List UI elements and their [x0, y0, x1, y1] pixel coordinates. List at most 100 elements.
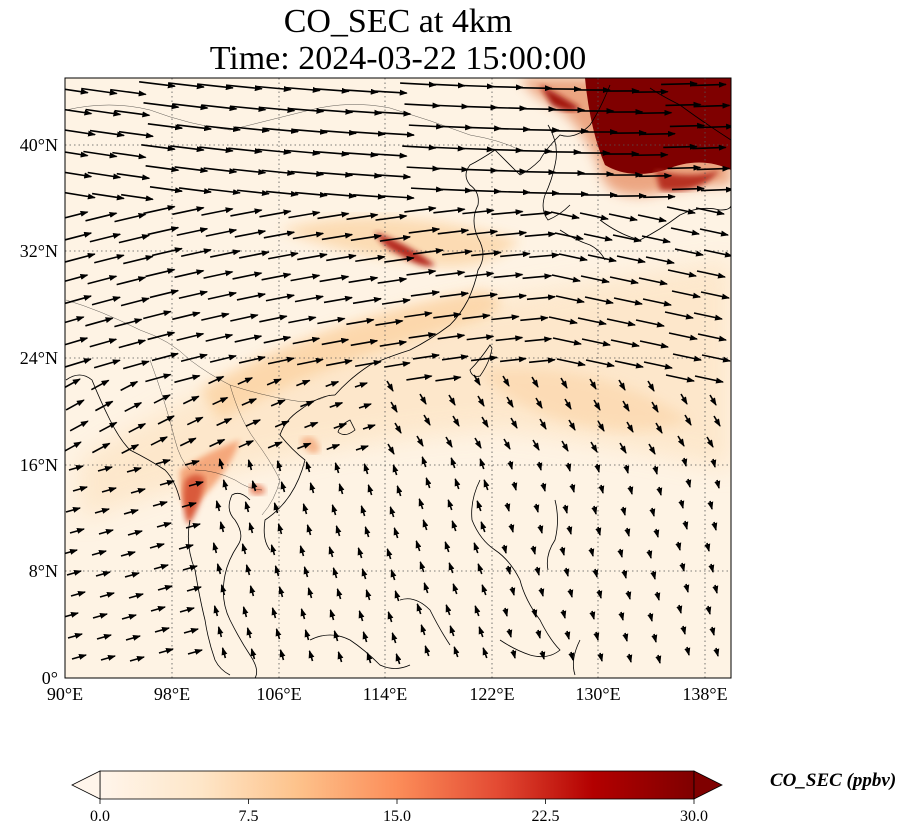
wind-arrow — [539, 650, 546, 660]
lat-tick: 0° — [42, 668, 58, 688]
wind-arrow — [425, 477, 432, 489]
wind-arrow — [613, 297, 643, 306]
wind-arrow — [474, 437, 482, 449]
wind-arrow — [155, 459, 171, 465]
wind-arrow — [292, 336, 321, 345]
wind-arrow — [299, 545, 306, 557]
wind-arrow — [621, 569, 628, 579]
wind-arrow — [663, 143, 698, 150]
wind-arrow — [375, 213, 408, 221]
wind-arrow — [445, 436, 453, 448]
wind-arrow — [145, 268, 176, 278]
wind-arrow — [451, 520, 458, 532]
wind-arrow — [139, 80, 176, 89]
wind-arrow — [384, 361, 411, 368]
wind-arrow — [495, 126, 532, 133]
wind-arrow — [444, 541, 451, 553]
wind-arrow — [92, 613, 108, 619]
wind-arrow — [498, 189, 531, 196]
wind-arrow — [635, 319, 665, 328]
wind-arrow — [462, 208, 495, 215]
wind-arrow — [306, 524, 313, 536]
wind-arrow — [319, 171, 354, 178]
wind-arrow — [667, 269, 697, 278]
wind-arrow — [692, 144, 727, 151]
wind-arrow — [568, 419, 576, 431]
wind-arrow — [112, 151, 147, 160]
lat-tick: 8°N — [29, 561, 58, 581]
wind-arrow — [172, 206, 205, 216]
wind-arrow — [406, 165, 441, 172]
wind-arrow — [433, 312, 462, 319]
wind-arrow — [91, 296, 121, 306]
wind-arrow — [158, 648, 174, 654]
wind-arrow — [619, 442, 627, 454]
wind-arrow — [527, 190, 560, 197]
wind-arrow — [334, 462, 341, 474]
colorbar-min-extend — [71, 770, 101, 800]
wind-arrow — [422, 519, 429, 531]
wind-arrow — [522, 273, 553, 280]
wind-arrow — [232, 168, 267, 175]
wind-arrow — [437, 333, 466, 340]
wind-arrow — [502, 607, 509, 617]
lat-ticks: 0° 8°N 16°N 24°N 32°N 40°N — [20, 135, 58, 688]
wind-arrow — [559, 546, 566, 556]
wind-arrow — [216, 563, 223, 575]
wind-arrow — [85, 317, 114, 327]
wind-arrow — [323, 295, 353, 304]
wind-arrow — [353, 193, 386, 200]
wind-arrow — [672, 353, 702, 362]
wind-arrow — [275, 628, 282, 640]
wind-arrow — [65, 399, 85, 411]
wind-arrow — [593, 399, 601, 411]
wind-arrow — [168, 82, 205, 90]
wind-arrow — [278, 586, 285, 598]
wind-arrow — [677, 435, 685, 447]
wind-arrow — [365, 589, 372, 601]
wind-arrow — [205, 333, 234, 342]
wind-arrow — [261, 169, 296, 176]
wind-arrow — [681, 457, 688, 467]
wind-arrow — [412, 353, 440, 360]
wind-arrow — [99, 592, 115, 598]
wind-arrow — [556, 358, 586, 367]
wind-arrow — [66, 570, 82, 576]
wind-arrow — [336, 588, 343, 600]
wind-arrow — [207, 188, 241, 196]
wind-arrow — [176, 124, 213, 132]
wind-arrow — [384, 255, 415, 263]
wind-arrow — [423, 414, 431, 426]
wind-arrow — [535, 629, 542, 639]
wind-arrow — [329, 609, 336, 621]
wind-arrow — [555, 295, 585, 304]
wind-arrow — [237, 377, 254, 385]
wind-arrow — [419, 561, 426, 573]
wind-arrow — [85, 211, 118, 222]
wind-arrow — [535, 397, 543, 409]
colorbar-tick: 0.0 — [90, 808, 110, 825]
lon-ticks: 90°E 98°E 106°E 114°E 122°E 130°E 138°E — [47, 684, 728, 704]
wind-arrow — [491, 314, 520, 321]
wind-arrow — [447, 499, 454, 511]
wind-arrow — [536, 461, 543, 471]
wind-arrow — [639, 340, 669, 349]
wind-arrow — [678, 499, 685, 509]
wind-arrow — [355, 445, 369, 452]
wind-arrow — [700, 291, 730, 300]
wind-arrow — [259, 106, 296, 113]
wind-arrow — [124, 572, 140, 578]
wind-arrow — [267, 441, 283, 449]
wind-arrow — [302, 503, 309, 515]
wind-arrow — [406, 269, 437, 276]
wind-arrow — [675, 541, 682, 551]
wind-arrow — [390, 401, 398, 413]
wind-arrow — [116, 172, 151, 181]
lon-tick: 98°E — [154, 684, 190, 704]
wind-arrow — [685, 478, 692, 488]
wind-arrow — [271, 607, 278, 619]
wind-arrow — [250, 648, 257, 660]
wind-arrow — [396, 485, 403, 497]
wind-arrow — [65, 612, 79, 618]
wind-arrow — [491, 209, 524, 216]
